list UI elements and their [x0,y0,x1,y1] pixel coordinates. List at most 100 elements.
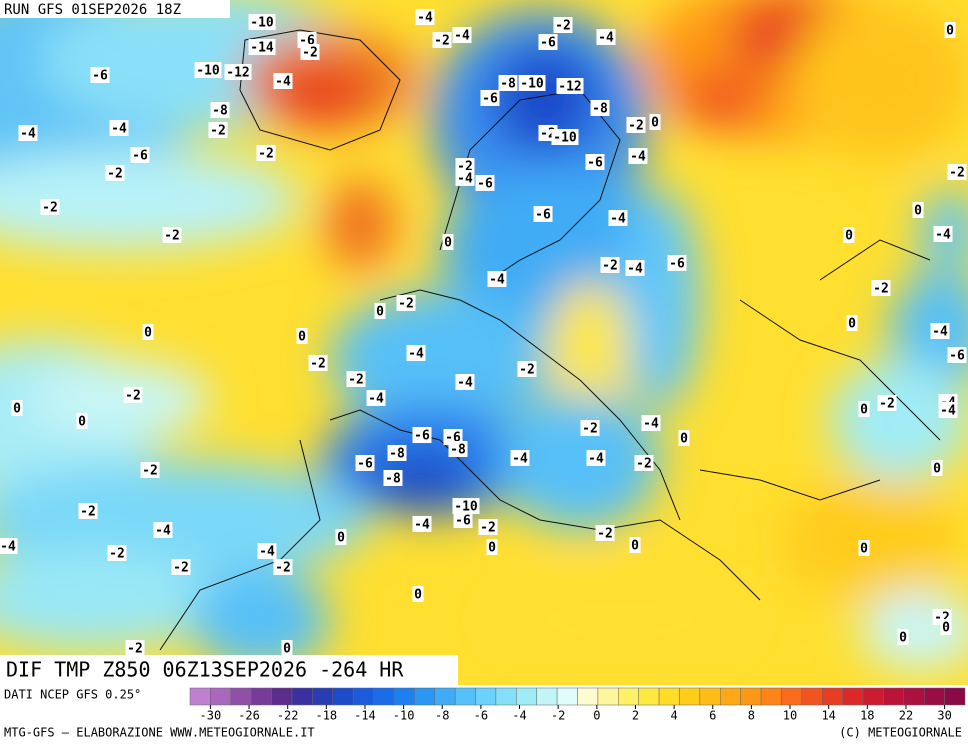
contour-label: -4 [259,545,275,560]
colorbar-swatch [475,687,497,706]
contour-label: -8 [212,104,228,119]
contour-label: -8 [592,102,608,117]
contour-label-box [130,147,150,163]
colorbar-tick-label: 0 [593,709,600,723]
contour-label: -6 [92,69,108,84]
colorbar-swatch [618,687,639,706]
contour-label-box [678,430,690,446]
contour-label: 0 [680,432,688,447]
credit-label: MTG-GFS — ELABORAZIONE WWW.METEOGIORNALE… [4,726,315,740]
contour-label: 0 [376,305,384,320]
contour-label: -8 [385,472,401,487]
colorbar-tick-label: 22 [899,709,913,723]
contour-label: -2 [628,119,644,134]
contour-label: -2 [434,34,450,49]
contour-label-box [933,226,953,242]
contour-label: -6 [587,156,603,171]
colorbar-tick-label: 30 [937,709,951,723]
contour-label: -4 [414,518,430,533]
contour-label: -10 [454,500,478,515]
contour-label: -4 [598,31,614,46]
contour-label-box [18,125,38,141]
contour-label-box [553,17,573,33]
contour-label: -2 [275,561,291,576]
contour-label-box [412,427,432,443]
contour-label: 0 [444,236,452,251]
contour-label: -2 [302,46,318,61]
contour-label-box [432,32,452,48]
contour-label: -4 [643,417,659,432]
contour-label-box [415,9,435,25]
contour-label: -4 [457,172,473,187]
contour-label: -2 [949,166,965,181]
contour-label: -6 [535,208,551,223]
contour-label: -6 [540,36,556,51]
contour-label-box [281,640,293,656]
contour-label-box [210,102,230,118]
contour-label-box [455,170,475,186]
contour-label: -4 [408,347,424,362]
contour-label-box [931,460,943,476]
contour-label: -4 [610,212,626,227]
contour-label: 0 [488,541,496,556]
contour-label-box [487,271,507,287]
contour-label: -2 [210,124,226,139]
contour-label: -8 [389,447,405,462]
contour-label-box [383,470,403,486]
contour-label-box [142,324,154,340]
contour-label: -4 [630,150,646,165]
colorbar-swatch [332,687,354,706]
colorbar-swatch [862,687,884,706]
contour-label-box [171,559,191,575]
colorbar-swatch [658,687,680,706]
contour-label: -2 [42,201,58,216]
colorbar-swatch [291,687,313,706]
contour-label: -2 [602,259,618,274]
contour-label: -4 [935,228,951,243]
contour-label-box [947,164,967,180]
contour-label: -2 [125,389,141,404]
run-box [0,0,230,18]
contour-label: 0 [914,204,922,219]
colorbar-tick-label: 8 [748,709,755,723]
contour-label-box [634,455,654,471]
title-box [0,655,458,685]
contour-label-box [109,120,129,136]
contour-label: 0 [899,631,907,646]
contour-label: -2 [310,357,326,372]
contour-label: -4 [940,404,956,419]
contour-label-box [153,522,173,538]
contour-label-box [396,295,416,311]
contour-label: -2 [597,527,613,542]
contour-label-box [273,73,293,89]
contour-label-box [442,234,454,250]
colorbar-tick-label: 14 [821,709,835,723]
contour-label-box [335,529,347,545]
contour-label: -6 [455,514,471,529]
contour-label-box [455,374,475,390]
contour-label: -2 [127,642,143,657]
contour-label: -2 [879,397,895,412]
contour-label-box [475,175,495,191]
contour-label: 0 [860,542,868,557]
colorbar-swatch [271,687,293,706]
contour-label-box [123,387,143,403]
contour-label-box [387,445,407,461]
contour-label-box [257,543,277,559]
contour-label: -4 [627,262,643,277]
contour-label: -2 [636,457,652,472]
contour-label-box [600,257,620,273]
contour-label: -2 [107,167,123,182]
contour-label-box [877,395,897,411]
contour-label: -14 [250,41,274,56]
colorbar-swatch [842,687,864,706]
contour-label-box [930,323,950,339]
contour-label: -10 [196,64,220,79]
contour-label-box [897,629,909,645]
contour-label-box [486,539,498,555]
colorbar-tick-label: -4 [512,709,526,723]
contour-label: -2 [480,521,496,536]
contour-label: -2 [348,373,364,388]
contour-label-box [498,75,518,91]
contour-label-box [308,355,328,371]
